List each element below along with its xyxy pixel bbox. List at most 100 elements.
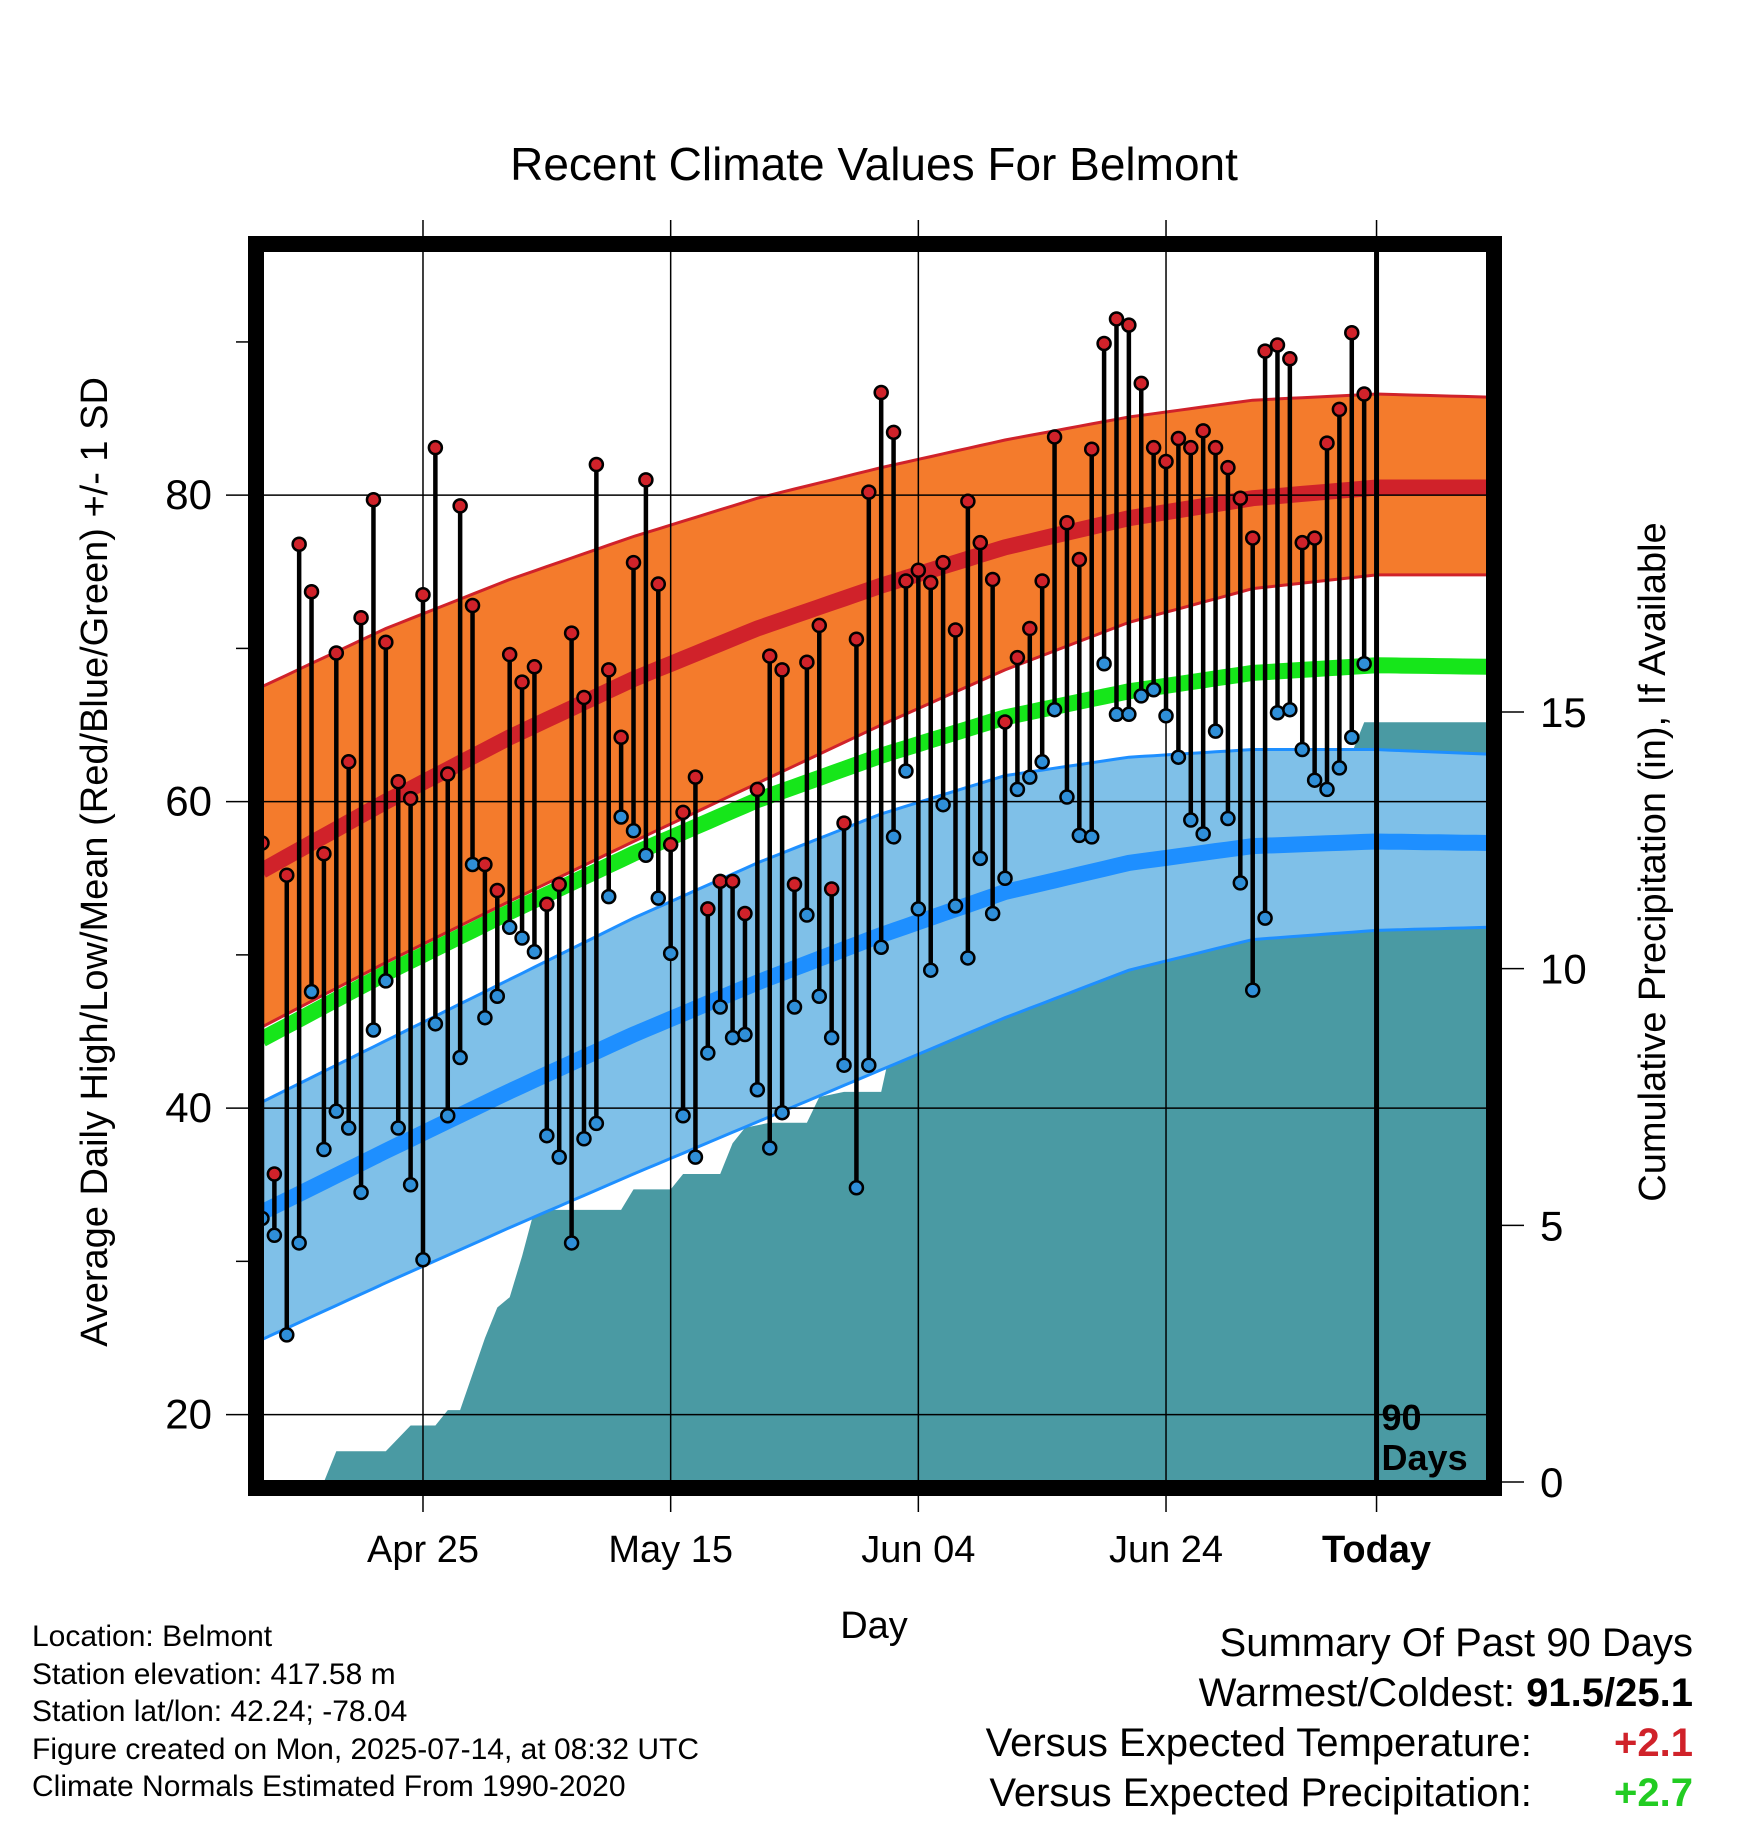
daily-high-point <box>613 729 629 746</box>
daily-low-point <box>724 1029 741 1046</box>
daily-high-point <box>1034 573 1050 589</box>
daily-high-point <box>1145 439 1162 456</box>
daily-low-point <box>427 1016 444 1032</box>
daily-high-point <box>1170 430 1187 447</box>
daily-high-point <box>662 836 679 853</box>
normal-mean-line <box>262 657 1488 1047</box>
precip-value: +2.7 <box>1614 1771 1693 1815</box>
daily-low-point <box>898 763 914 779</box>
daily-low-point <box>1282 701 1298 718</box>
daily-low-point <box>1108 706 1125 723</box>
high-sd-lower-line <box>262 573 1488 1029</box>
daily-low-point <box>353 1184 369 1201</box>
daily-low-point <box>1306 772 1323 788</box>
daily-high-point <box>885 424 902 441</box>
daily-low-point <box>303 983 320 1000</box>
daily-high-point <box>440 766 456 782</box>
daily-low-point <box>378 973 394 989</box>
daily-high-point <box>1356 386 1372 402</box>
temp-row: Versus Expected Temperature: +2.1 <box>986 1718 1693 1768</box>
daily-low-point <box>737 1026 753 1043</box>
normal-low-line <box>262 833 1488 1220</box>
x-tick-label: Jun 24 <box>1109 1529 1223 1571</box>
low-sd-band <box>262 749 1488 1340</box>
daily-low-point <box>1269 705 1286 721</box>
daily-low-point <box>761 1140 778 1156</box>
daily-high-point <box>390 773 406 790</box>
daily-high-point <box>1282 351 1298 367</box>
y-axis-label: Average Daily High/Low/Mean (Red/Blue/Gr… <box>74 377 116 1347</box>
daily-high-point <box>687 769 704 785</box>
daily-high-point <box>588 456 605 473</box>
daily-low-point <box>848 1180 865 1196</box>
daily-high-point <box>1046 429 1063 445</box>
daily-high-point <box>1096 335 1112 352</box>
plot-frame <box>248 236 1502 1496</box>
daily-low-point <box>1071 827 1088 844</box>
daily-low-point <box>501 919 518 936</box>
daily-high-point <box>910 562 927 579</box>
daily-high-point <box>340 754 357 770</box>
daily-low-point <box>749 1081 766 1098</box>
daily-low-point <box>712 999 728 1015</box>
daily-low-point <box>997 870 1013 887</box>
daily-low-point <box>873 939 889 955</box>
daily-low-point <box>1294 741 1310 758</box>
daily-high-point <box>1306 530 1323 546</box>
today-marker-label: Days <box>1382 1437 1468 1478</box>
daily-high-point <box>477 856 493 873</box>
daily-high-point <box>489 882 506 899</box>
daily-low-point <box>1207 723 1224 739</box>
daily-low-point <box>774 1104 790 1121</box>
daily-low-point <box>638 847 654 864</box>
daily-low-point <box>1220 810 1236 827</box>
low-sd-lower-line <box>262 925 1488 1341</box>
daily-high-point <box>1319 435 1335 451</box>
daily-high-point <box>935 554 951 571</box>
daily-low-point <box>1096 655 1112 672</box>
precip-label: Versus Expected Precipitation: <box>989 1771 1532 1815</box>
daily-high-point <box>712 873 728 890</box>
daily-low-point <box>551 1149 567 1165</box>
daily-high-point <box>1331 401 1348 418</box>
daily-low-point <box>1022 769 1038 785</box>
daily-low-point <box>662 945 679 962</box>
daily-high-point <box>749 781 766 798</box>
daily-high-point <box>960 493 976 510</box>
daily-high-point <box>1071 551 1088 568</box>
daily-high-point <box>848 631 865 647</box>
daily-high-point <box>427 439 444 456</box>
daily-high-point <box>1133 375 1150 392</box>
daily-low-point <box>1009 781 1026 798</box>
y-tick-label: 80 <box>165 471 212 518</box>
temp-value: +2.1 <box>1614 1721 1693 1765</box>
daily-low-point <box>786 999 803 1015</box>
x-tick-label: May 15 <box>608 1529 733 1571</box>
daily-high-point <box>761 648 778 664</box>
chart-title: Recent Climate Values For Belmont <box>510 138 1238 190</box>
daily-high-point <box>823 881 840 897</box>
daily-low-point <box>687 1149 704 1165</box>
y2-tick-label: 10 <box>1540 946 1587 993</box>
daily-high-point <box>415 587 431 603</box>
daily-low-point <box>1232 875 1249 891</box>
daily-low-point <box>600 888 617 905</box>
daily-low-point <box>266 1227 283 1244</box>
daily-low-point <box>563 1235 580 1251</box>
summary-panel: Summary Of Past 90 Days Warmest/Coldest:… <box>986 1618 1693 1818</box>
daily-high-point <box>576 689 592 706</box>
daily-high-point <box>898 573 914 589</box>
y2-tick-label: 15 <box>1540 689 1587 736</box>
daily-low-point <box>1121 706 1137 723</box>
daily-high-point <box>291 536 307 552</box>
normals-text: Climate Normals Estimated From 1990-2020 <box>32 1770 626 1803</box>
daily-high-point <box>1108 311 1125 327</box>
daily-low-point <box>947 898 964 914</box>
daily-low-point <box>960 950 976 966</box>
daily-high-point <box>984 571 1001 588</box>
y2-tick-label: 5 <box>1540 1202 1563 1249</box>
station-info: Location: Belmont Station elevation: 417… <box>32 1618 699 1806</box>
temp-label: Versus Expected Temperature: <box>985 1721 1532 1765</box>
daily-high-point <box>625 554 642 571</box>
